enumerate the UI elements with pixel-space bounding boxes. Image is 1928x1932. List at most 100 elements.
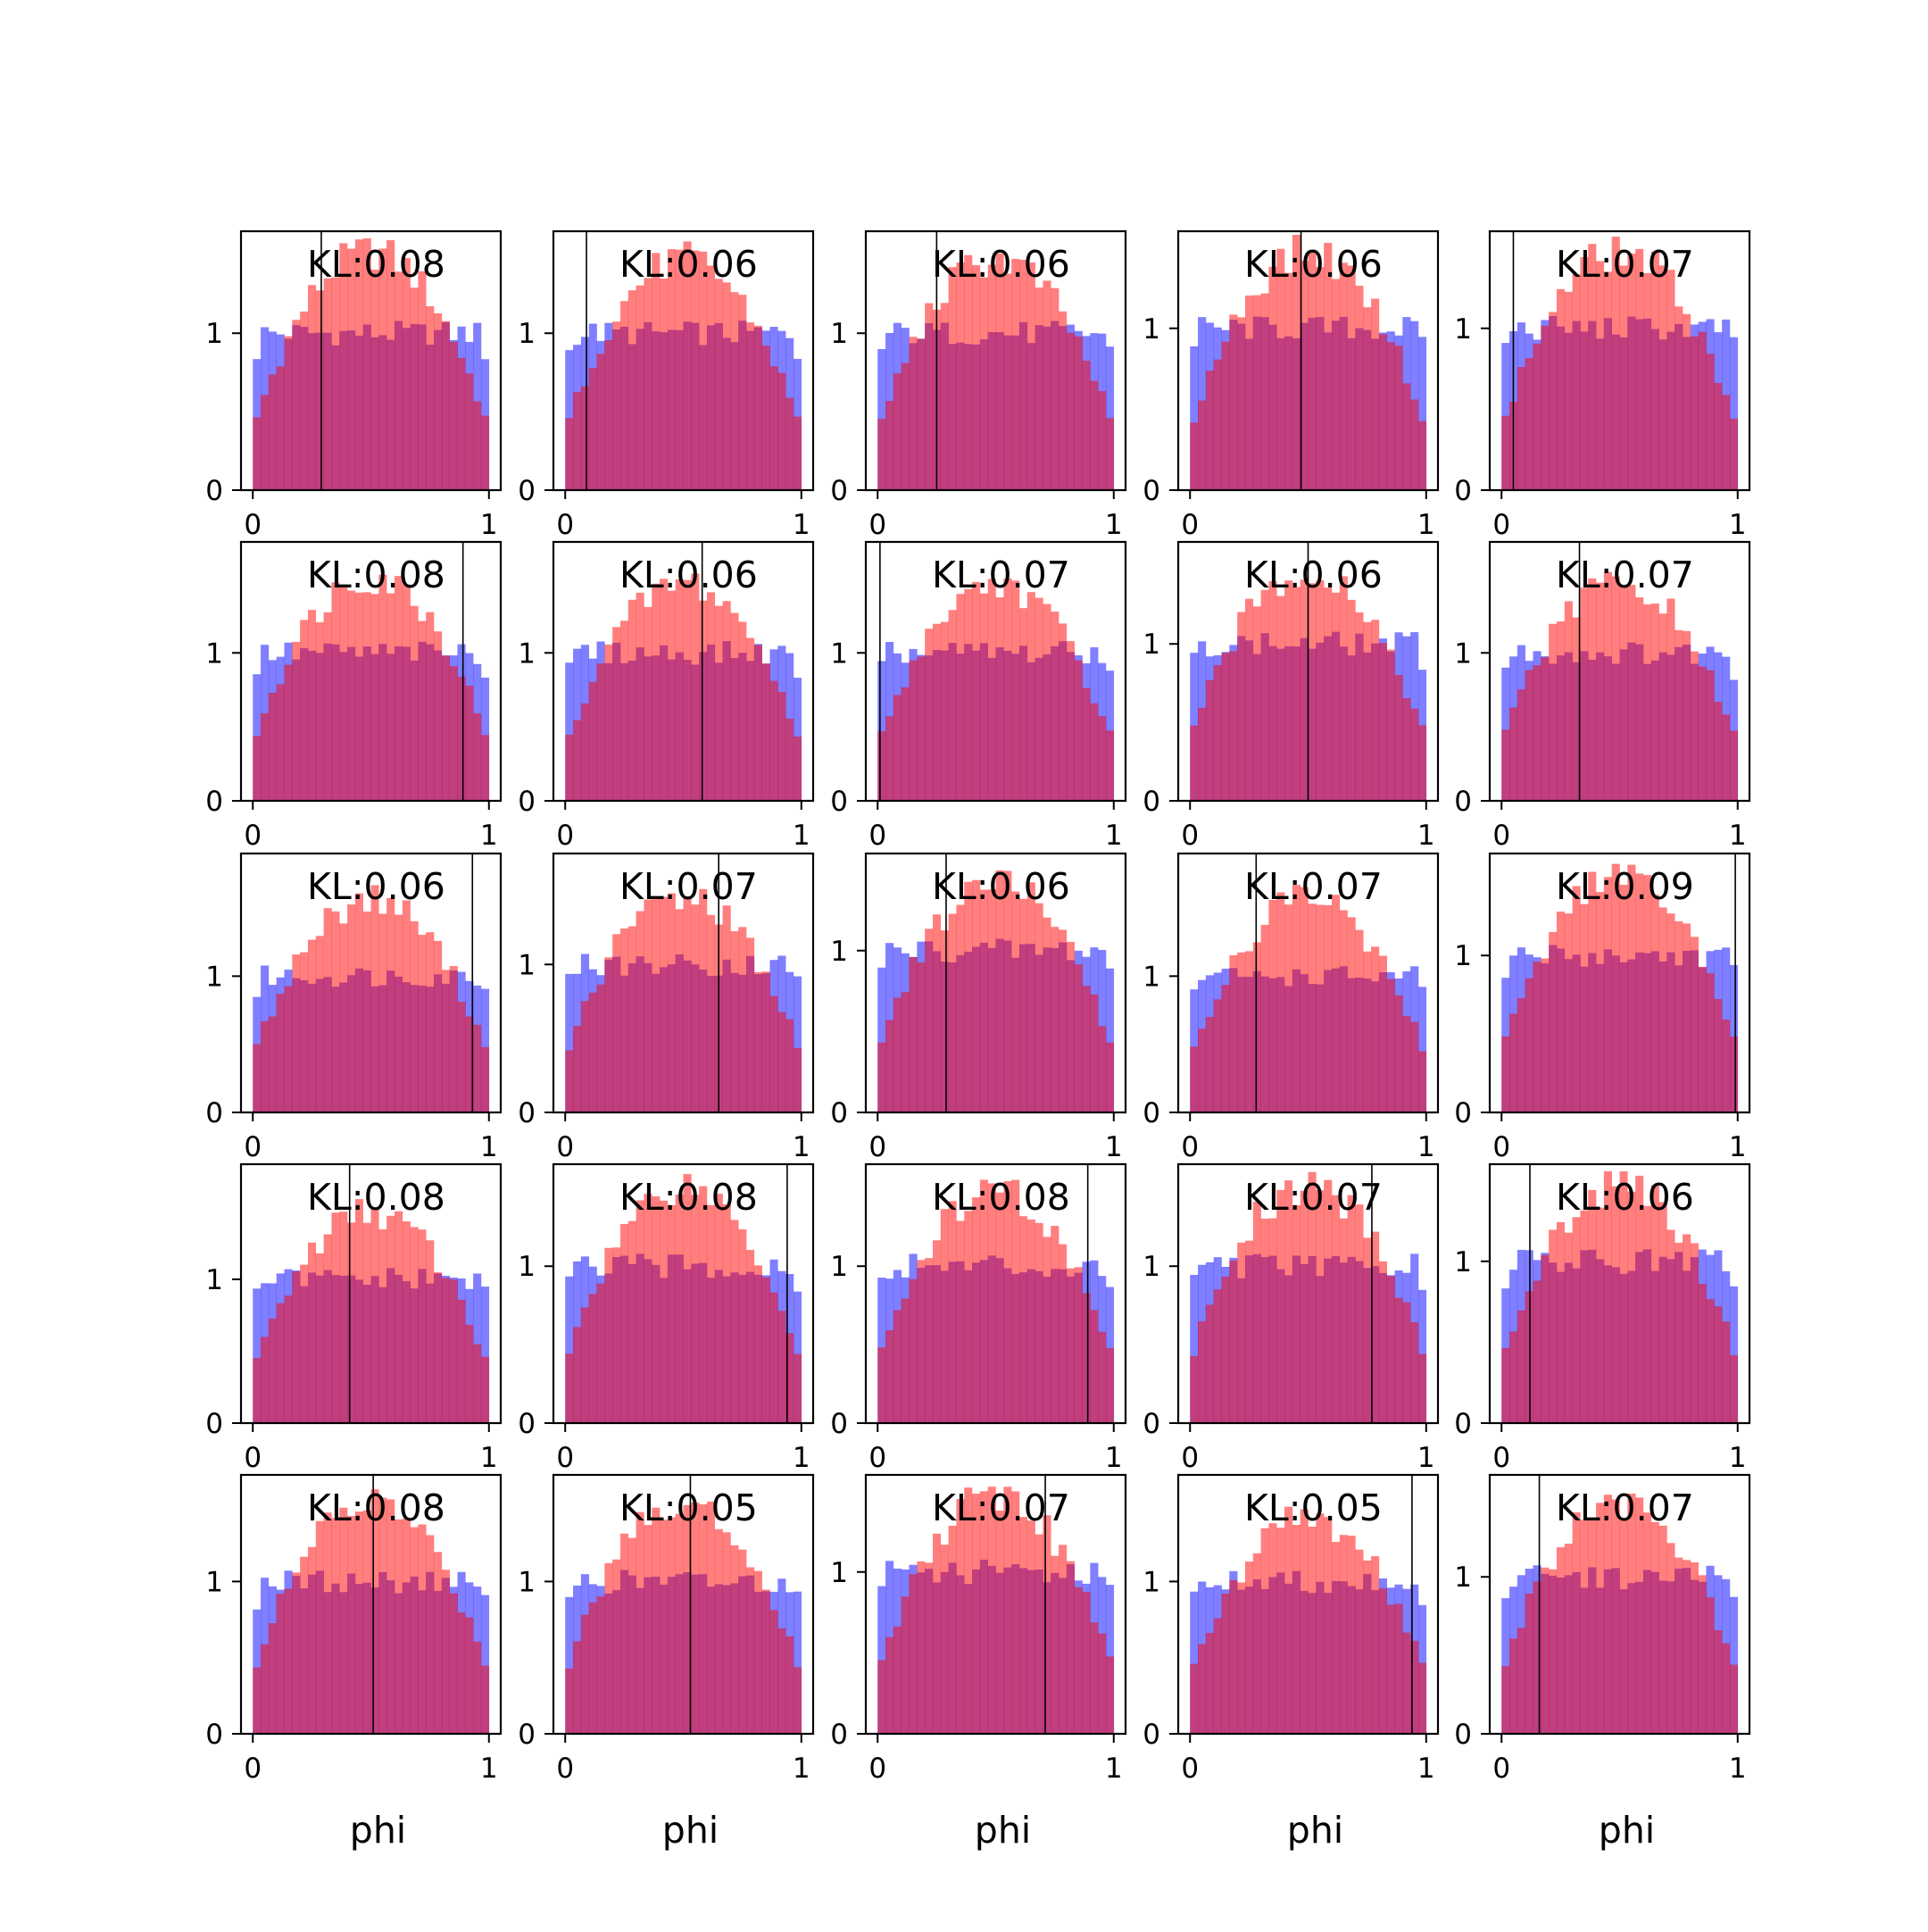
posterior-bar (714, 1528, 723, 1734)
posterior-bar (1268, 266, 1277, 490)
posterior-bar (652, 1196, 661, 1423)
posterior-bar (315, 1253, 324, 1423)
posterior-bar (1213, 999, 1222, 1112)
posterior-bar (410, 605, 419, 801)
posterior-bar (588, 1294, 597, 1423)
posterior-bar (1252, 1201, 1261, 1423)
posterior-bar (1221, 341, 1230, 490)
posterior-bar (932, 623, 942, 801)
posterior-bar (1308, 1171, 1317, 1423)
prior-bar (480, 1595, 490, 1734)
posterior-bar (793, 1667, 802, 1734)
posterior-bar (1284, 904, 1293, 1112)
posterior-bar (699, 251, 708, 490)
subplot: 0 1 0 1 KL:0.07 phi (1454, 1473, 1751, 1852)
posterior-bar (1402, 1302, 1411, 1423)
posterior-bar (660, 279, 669, 490)
x-tick-label: 1 (1417, 1753, 1435, 1785)
posterior-bar (893, 1626, 902, 1734)
subplot: 0 1 0 1 KL:0.08 (205, 229, 503, 541)
posterior-bar (1213, 1289, 1222, 1423)
posterior-bar (1675, 306, 1683, 490)
prior-bar (1501, 1598, 1510, 1734)
kl-annotation: KL:0.05 (1244, 1486, 1383, 1529)
posterior-bar (1650, 1521, 1659, 1734)
posterior-bar (284, 1295, 293, 1423)
posterior-bar (644, 1194, 652, 1423)
posterior-bar (1683, 630, 1691, 801)
y-tick-label: 0 (518, 786, 536, 818)
posterior-bar (636, 592, 644, 801)
x-tick-label: 0 (556, 820, 574, 852)
posterior-bar (1059, 929, 1068, 1112)
axes-frame (552, 229, 815, 492)
posterior-bar (418, 1524, 427, 1734)
posterior-bar (1276, 248, 1285, 490)
posterior-bar (1541, 958, 1550, 1112)
posterior-bar (619, 929, 629, 1112)
posterior-bar (1018, 1517, 1028, 1734)
posterior-bar (893, 997, 902, 1112)
posterior-bar (1221, 1276, 1230, 1423)
posterior-bar (284, 664, 293, 801)
posterior-bar (588, 681, 597, 801)
posterior-bar (1706, 1597, 1715, 1734)
posterior-bar (1043, 280, 1051, 490)
posterior-bar (1556, 621, 1566, 801)
posterior-bar (917, 962, 926, 1112)
posterior-bar (885, 716, 894, 801)
posterior-bar (1331, 895, 1341, 1112)
posterior-bar (1190, 1046, 1199, 1112)
x-tick-label: 1 (1729, 1131, 1747, 1163)
posterior-bar (1260, 924, 1269, 1112)
posterior-bar (565, 1668, 574, 1734)
posterior-bar (1268, 1218, 1277, 1423)
posterior-bar (276, 1303, 285, 1423)
posterior-bar (1011, 1491, 1020, 1734)
posterior-bar (1276, 1189, 1285, 1423)
posterior-bar (901, 687, 910, 801)
posterior-bar (347, 248, 356, 490)
posterior-bar (1090, 1310, 1099, 1423)
posterior-bar (761, 1277, 770, 1423)
posterior-bar (347, 1222, 356, 1423)
posterior-bar (636, 1200, 644, 1423)
posterior-bar (410, 920, 419, 1112)
posterior-bar (683, 579, 692, 801)
posterior-bar (1363, 621, 1372, 801)
posterior-bar (1316, 1190, 1325, 1423)
posterior-bar (636, 285, 644, 490)
subplot: 0 1 0 1 KL:0.08 (205, 1162, 503, 1474)
y-tick-label: 1 (1454, 313, 1472, 346)
posterior-bar (652, 1507, 661, 1734)
posterior-bar (722, 601, 731, 801)
subplot: 0 1 0 1 KL:0.08 (205, 540, 503, 852)
posterior-bar (331, 1212, 340, 1423)
subplot: 0 1 0 1 KL:0.05 phi (1143, 1473, 1440, 1852)
y-tick-label: 1 (1143, 1566, 1160, 1598)
posterior-bar (1300, 579, 1309, 801)
posterior-bar (660, 1520, 669, 1734)
posterior-bar (956, 594, 965, 801)
posterior-bar (1051, 287, 1060, 490)
prior-bar (1190, 1274, 1199, 1423)
posterior-bar (465, 373, 474, 490)
posterior-bar (877, 731, 886, 801)
posterior-bar (1675, 629, 1683, 801)
posterior-bar (465, 1016, 474, 1112)
posterior-bar (738, 295, 747, 490)
kl-annotation: KL:0.07 (1244, 865, 1383, 908)
posterior-bar (1417, 421, 1427, 490)
posterior-bar (1549, 1569, 1558, 1734)
posterior-bar (331, 911, 340, 1112)
x-tick-label: 1 (1417, 1442, 1435, 1474)
posterior-bar (1035, 597, 1043, 801)
posterior-bar (1371, 1556, 1380, 1734)
posterior-bar (925, 629, 934, 801)
y-tick-label: 1 (830, 1251, 848, 1283)
posterior-bar (1066, 332, 1075, 490)
posterior-bar (877, 419, 886, 490)
subplot: 0 1 0 1 KL:0.05 phi (518, 1473, 815, 1852)
posterior-bar (1363, 1560, 1372, 1734)
axes-frame (1488, 1162, 1751, 1425)
